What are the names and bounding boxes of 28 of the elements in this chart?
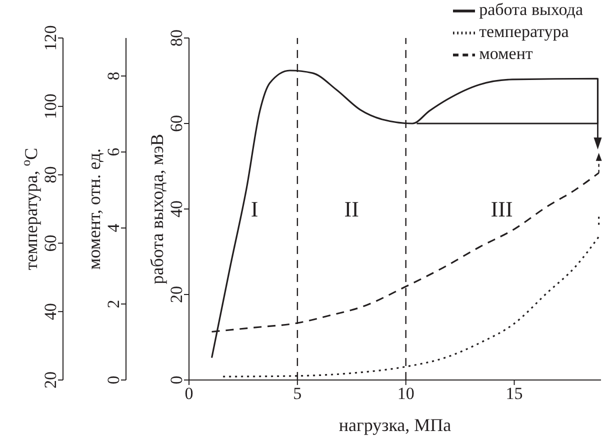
x-tick-label: 10 bbox=[397, 384, 414, 404]
y2-tick-label: 0 bbox=[104, 376, 123, 384]
annotation: I bbox=[250, 196, 258, 222]
annotation: III bbox=[490, 196, 513, 222]
y-tick-label: 40 bbox=[167, 200, 186, 218]
y-tick-label: 60 bbox=[167, 115, 186, 132]
legend-label: работа выхода bbox=[479, 0, 583, 19]
y3-tick-label: 120 bbox=[41, 25, 60, 51]
y-tick-label: 20 bbox=[167, 286, 186, 303]
annotation: II bbox=[344, 196, 359, 222]
x-tick-label: 15 bbox=[506, 384, 523, 404]
y-tick-label: 80 bbox=[167, 30, 186, 46]
legend-label: момент bbox=[479, 44, 533, 63]
y2-tick-label: 6 bbox=[104, 148, 123, 156]
y2-tick-label: 8 bbox=[104, 72, 123, 80]
y3-tick-label: 60 bbox=[41, 234, 60, 252]
y3-tick-label: 100 bbox=[41, 94, 60, 120]
y2-tick-label: 4 bbox=[104, 223, 123, 232]
y3-tick-label: 40 bbox=[41, 303, 60, 320]
y2-axis-title: момент, отн. ед. bbox=[84, 148, 104, 270]
y-tick-label: 0 bbox=[167, 376, 186, 384]
y2-tick-label: 2 bbox=[104, 300, 123, 308]
y-axis-title: работа выхода, мэВ bbox=[147, 134, 167, 284]
y3-tick-label: 80 bbox=[41, 166, 60, 184]
y3-tick-label: 20 bbox=[41, 372, 60, 388]
legend-label: температура bbox=[479, 22, 569, 41]
x-tick-label: 5 bbox=[293, 384, 302, 404]
x-axis-title: нагрузка, МПа bbox=[338, 415, 452, 435]
